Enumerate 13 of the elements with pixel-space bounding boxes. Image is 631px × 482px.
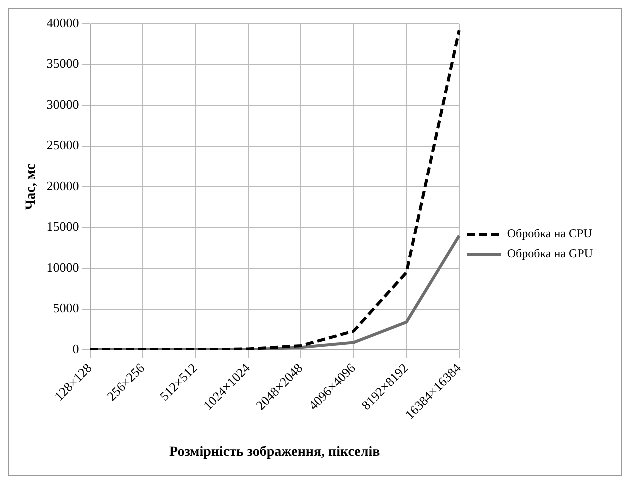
legend-label: Обробка на GPU [507, 246, 594, 261]
y-tick-label: 0 [72, 341, 80, 356]
y-tick-label: 25000 [46, 138, 80, 153]
y-tick-label: 5000 [53, 300, 80, 316]
y-tick-label: 35000 [46, 56, 80, 72]
y-tick-label: 40000 [46, 15, 80, 30]
y-tick-label: 10000 [46, 260, 80, 275]
y-axis-title: Час, мс [24, 164, 40, 210]
x-axis-title: Розмірність зображення, пікселів [170, 445, 381, 460]
y-tick-label: 20000 [46, 178, 80, 194]
y-tick-label: 30000 [46, 96, 80, 112]
legend-label: Обробка на CPU [507, 226, 593, 241]
y-tick-label: 15000 [46, 219, 80, 234]
